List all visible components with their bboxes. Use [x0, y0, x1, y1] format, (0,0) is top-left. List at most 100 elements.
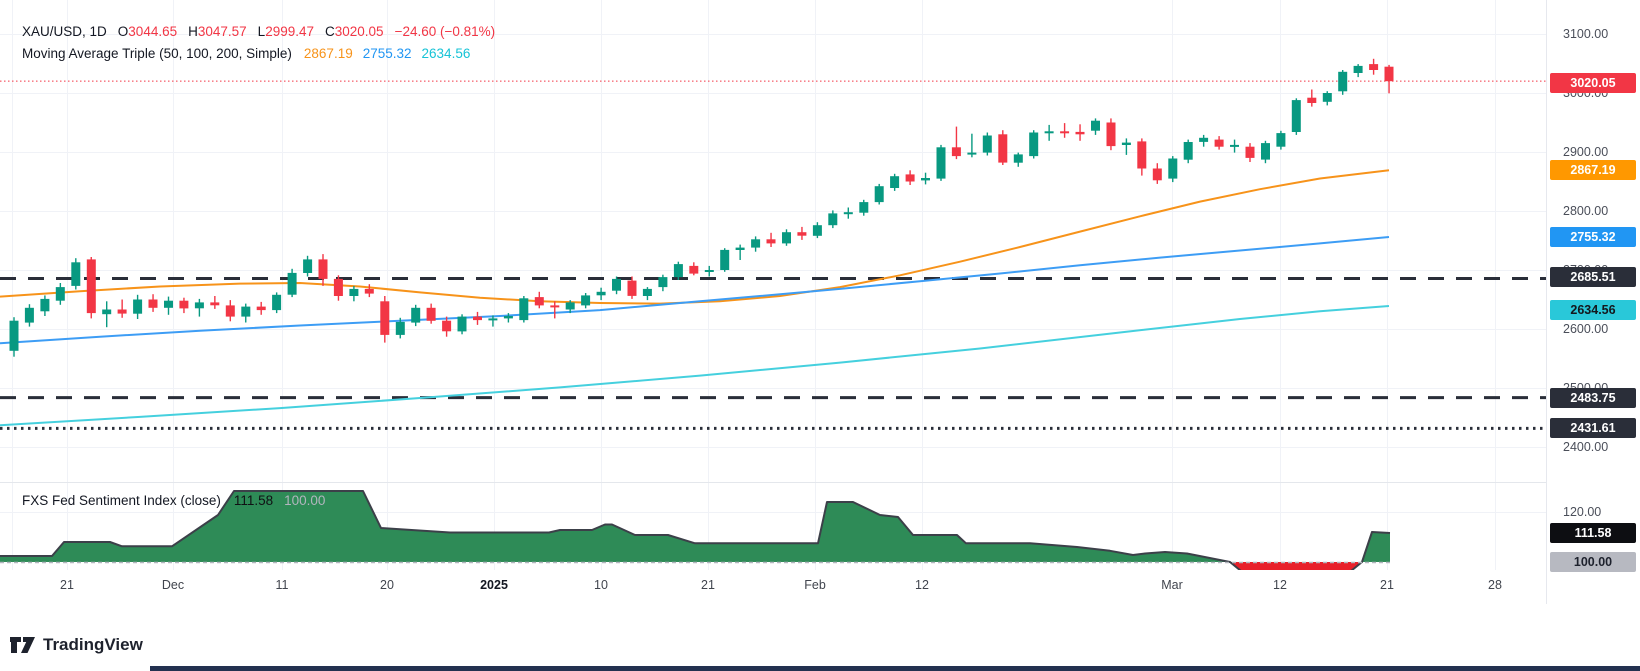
candle-body — [704, 270, 714, 272]
candle-body — [612, 278, 621, 291]
candle-body — [627, 280, 637, 296]
candle-body — [1029, 132, 1039, 157]
sentiment-title[interactable]: FXS Fed Sentiment Index (close) — [22, 493, 221, 508]
candle-body — [426, 307, 436, 321]
candle-body — [194, 302, 204, 309]
candle-body — [596, 291, 606, 296]
candle-body — [1199, 137, 1209, 142]
candle-body — [1168, 158, 1178, 179]
candle-body — [905, 174, 915, 182]
price-badge-2867.19: 2867.19 — [1550, 160, 1636, 180]
sma-50-line — [0, 169, 1390, 305]
candle-body — [1291, 100, 1301, 132]
candle-body — [164, 300, 173, 308]
candle-body — [349, 288, 359, 296]
candle-body — [318, 259, 328, 279]
price-badge-2431.61: 2431.61 — [1550, 418, 1636, 438]
candle-body — [1245, 146, 1255, 158]
ma-title[interactable]: Moving Average Triple (50, 100, 200, Sim… — [22, 46, 292, 61]
sma-100-line — [0, 236, 1390, 345]
close-label: C — [325, 24, 335, 39]
candle-body — [179, 300, 189, 309]
candle-body — [40, 298, 50, 312]
candle-body — [1075, 131, 1085, 135]
tradingview-logo[interactable]: TradingView — [10, 635, 143, 655]
candle-body — [967, 152, 977, 155]
candle-body — [1137, 141, 1147, 169]
candle-body — [225, 305, 235, 317]
candle-body — [503, 316, 513, 319]
candle-body — [1106, 122, 1116, 147]
price-chart-canvas[interactable] — [0, 0, 1546, 604]
candle-body — [689, 265, 699, 274]
time-label-21: 21 — [1380, 578, 1394, 592]
time-label-28: 28 — [1488, 578, 1502, 592]
bottom-page-bar — [150, 666, 1640, 671]
time-label-12: 12 — [1273, 578, 1287, 592]
candle-body — [951, 147, 961, 157]
time-label-11: 11 — [275, 578, 289, 592]
ma-legend[interactable]: Moving Average Triple (50, 100, 200, Sim… — [22, 46, 470, 61]
symbol-title[interactable]: XAU/USD, 1D — [22, 24, 107, 39]
candle-body — [256, 306, 266, 311]
candle-body — [751, 239, 761, 248]
sentiment-area-positive — [0, 491, 1390, 562]
candle-body — [24, 307, 34, 323]
candle-body — [117, 309, 127, 314]
candle-body — [9, 320, 19, 351]
symbol-legend[interactable]: XAU/USD, 1D O3044.65 H3047.57 L2999.47 C3020… — [22, 24, 495, 39]
candle-body — [673, 264, 683, 278]
ma200-value: 2634.56 — [421, 46, 471, 61]
candle-body — [1353, 65, 1363, 73]
price-tick: 2900.00 — [1563, 145, 1609, 159]
candle-body — [998, 134, 1008, 163]
right-price-axis[interactable]: 3100.003000.002900.002800.002700.002600.… — [1546, 0, 1640, 604]
candle-body — [210, 302, 220, 306]
candle-body — [1276, 133, 1286, 147]
time-label-Mar: Mar — [1161, 578, 1183, 592]
candle-body — [519, 298, 529, 321]
low-value: 2999.47 — [265, 24, 314, 39]
candle-body — [565, 302, 575, 310]
sma-200-line — [0, 305, 1390, 427]
candle-body — [1230, 144, 1239, 147]
candle-body — [287, 272, 297, 295]
candle-body — [735, 247, 745, 250]
candle-body — [364, 288, 374, 294]
price-tick: 3100.00 — [1563, 27, 1609, 41]
candle-body — [86, 259, 96, 314]
candle-body — [890, 176, 900, 188]
low-label: L — [257, 24, 266, 39]
candle-body — [473, 316, 482, 321]
candle-body — [1214, 139, 1224, 147]
candle-body — [102, 309, 112, 315]
candle-body — [797, 232, 807, 236]
price-badge-2634.56: 2634.56 — [1550, 300, 1636, 320]
candle-body — [272, 294, 282, 311]
time-label-Dec: Dec — [161, 578, 185, 592]
candle-body — [1183, 142, 1193, 160]
candle-body — [333, 278, 343, 296]
time-label-2025: 2025 — [480, 578, 508, 592]
candle-body — [442, 320, 452, 332]
close-value: 3020.05 — [334, 24, 384, 39]
candle-body — [395, 321, 405, 335]
tradingview-icon — [10, 637, 35, 653]
candle-body — [1384, 66, 1394, 82]
candle-body — [1152, 168, 1162, 181]
candle-body — [812, 225, 822, 236]
price-badge-2483.75: 2483.75 — [1550, 388, 1636, 408]
high-value: 3047.57 — [197, 24, 247, 39]
time-label-21: 21 — [701, 578, 715, 592]
candle-body — [1060, 131, 1070, 134]
time-axis[interactable]: 21 Dec 11 20 2025 10 21 Feb 12 Mar 12 21 28 — [0, 570, 1546, 604]
price-tick: 2600.00 — [1563, 322, 1609, 336]
price-tick: 2800.00 — [1563, 204, 1609, 218]
change-value: −24.60 (−0.81%) — [394, 24, 496, 39]
candle-body — [488, 318, 498, 321]
time-label-Feb: Feb — [804, 578, 826, 592]
candle-body — [581, 295, 591, 306]
sentiment-legend[interactable]: FXS Fed Sentiment Index (close) 111.58 100… — [22, 493, 325, 508]
candle-body — [720, 249, 730, 270]
candle-body — [133, 299, 143, 314]
